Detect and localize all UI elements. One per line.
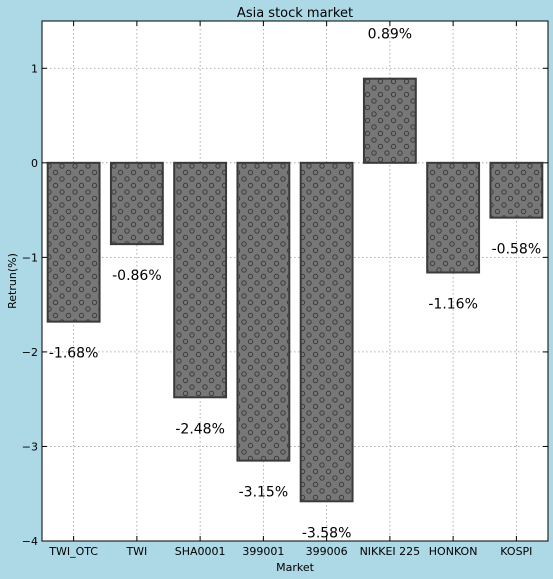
x-tick-label: NIKKEI 225 xyxy=(360,545,421,558)
bar xyxy=(489,161,544,219)
bar-data-label: -2.48% xyxy=(175,421,225,437)
y-tick-label: −2 xyxy=(22,346,38,359)
bar-data-label: 0.89% xyxy=(368,27,412,43)
bar xyxy=(362,77,417,164)
bar-data-label: -1.68% xyxy=(49,346,99,362)
bar-data-label: -0.58% xyxy=(492,242,542,258)
x-tick-label: HONKON xyxy=(429,545,478,558)
y-axis-label: Retrun(%) xyxy=(6,253,19,309)
x-tick-label: 399001 xyxy=(242,545,284,558)
x-tick-label: SHA0001 xyxy=(175,545,226,558)
bar xyxy=(46,161,101,323)
chart-title: Asia stock market xyxy=(237,6,353,21)
bar xyxy=(109,161,164,246)
x-tick-label: TWI xyxy=(125,545,147,558)
x-tick-label: KOSPI xyxy=(500,545,532,558)
y-tick-label: 0 xyxy=(31,157,38,170)
bar xyxy=(236,161,291,462)
x-axis-label: Market xyxy=(276,561,314,574)
bar xyxy=(426,161,481,274)
bar-data-label: -3.58% xyxy=(302,525,352,541)
y-tick-label: −4 xyxy=(22,535,38,548)
y-tick-label: −3 xyxy=(22,440,38,453)
bar xyxy=(299,161,354,503)
bar xyxy=(173,161,228,399)
y-tick-label: 1 xyxy=(31,62,38,75)
x-tick-label: 399006 xyxy=(306,545,348,558)
x-tick-label: TWI_OTC xyxy=(48,545,98,558)
bar-data-label: -3.15% xyxy=(239,485,289,501)
data-labels: -1.68% -0.86% -2.48% -3.15% -3.58% 0.89% -1.16… xyxy=(49,27,541,542)
plot-frame xyxy=(41,20,549,542)
y-tick-label: −1 xyxy=(22,251,38,264)
axis-ticks: −4 −3 −2 −1 0 1 TWI_OTC TWI SHA0001 399001 399006 N… xyxy=(22,21,548,558)
plot-area xyxy=(42,21,548,541)
bar-data-label: -0.86% xyxy=(112,268,162,284)
bars xyxy=(46,77,544,503)
bar-data-label: -1.16% xyxy=(428,296,478,312)
